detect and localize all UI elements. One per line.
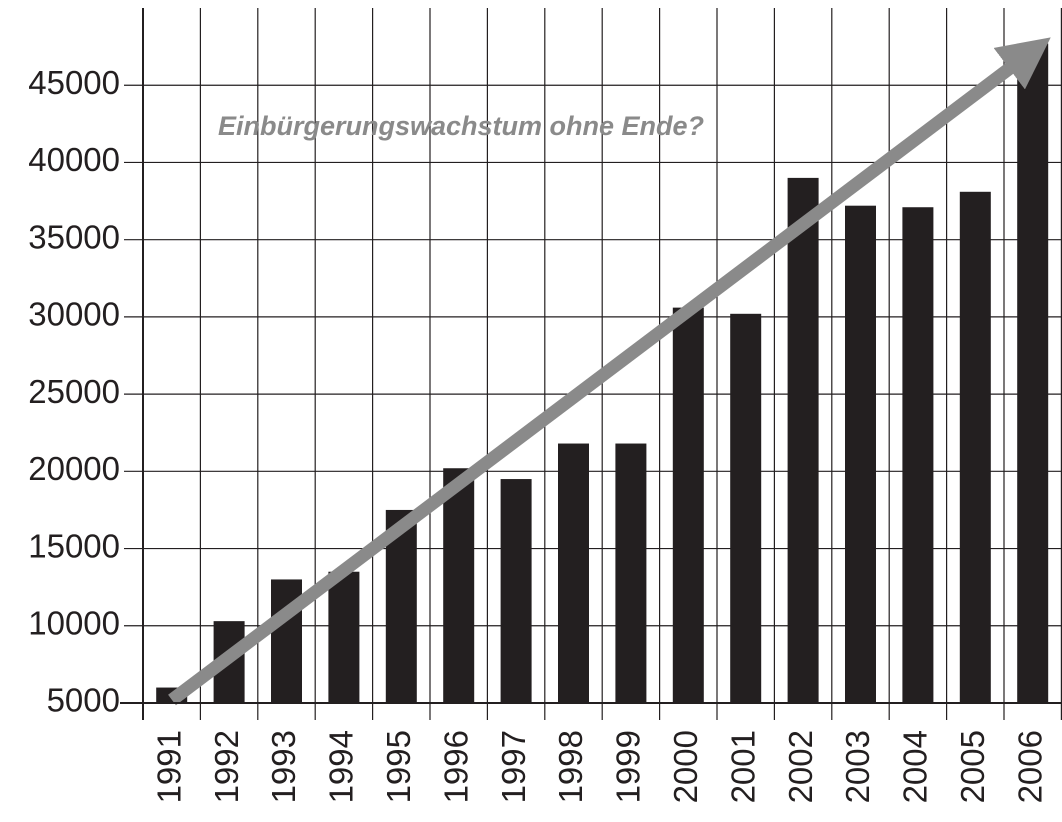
- x-tick-label: 2000: [667, 730, 704, 803]
- y-tick-label: 30000: [28, 296, 120, 333]
- x-tick-label: 1999: [610, 730, 647, 803]
- x-tick-label: 1995: [380, 730, 417, 803]
- x-tick-label: 1991: [150, 730, 187, 803]
- bar: [672, 307, 704, 703]
- y-tick-label: 35000: [28, 218, 120, 255]
- y-tick-label: 45000: [28, 64, 120, 101]
- y-tick-label: 40000: [28, 141, 120, 178]
- annotation: Einbürgerungswachstum ohne Ende?: [218, 111, 704, 141]
- bar: [328, 571, 360, 703]
- bar: [558, 443, 589, 703]
- bar: [730, 313, 762, 703]
- x-tick-label: 2004: [897, 730, 934, 803]
- x-tick-label: 1998: [552, 730, 589, 803]
- x-tick-label: 1992: [208, 730, 245, 803]
- bar: [959, 191, 991, 704]
- bar: [787, 177, 819, 703]
- plot-area: 5000 10000 15000 20000 25000 30000 35000 40000 4…: [28, 8, 1062, 803]
- bar: [443, 468, 475, 703]
- y-tick-label: 25000: [28, 373, 120, 410]
- x-tick-label: 1994: [323, 730, 360, 803]
- x-tick-label: 2003: [839, 730, 876, 803]
- x-tick-label: 2006: [1011, 730, 1048, 803]
- trend-arrow: [168, 37, 1051, 706]
- y-tick-label: 15000: [28, 527, 120, 564]
- bar: [500, 479, 532, 703]
- x-tick-label: 2005: [954, 730, 991, 803]
- y-tick-label: 20000: [28, 450, 120, 487]
- x-tick-label: 2002: [782, 730, 819, 803]
- y-tick-label: 5000: [47, 682, 120, 719]
- y-tick-label: 10000: [28, 604, 120, 641]
- x-tick-label: 1997: [495, 730, 532, 803]
- bar: [615, 443, 647, 703]
- bar: [845, 205, 876, 703]
- x-tick-label: 1993: [265, 730, 302, 803]
- x-tick-label: 1996: [437, 730, 474, 803]
- x-tick-label: 2001: [724, 730, 761, 803]
- bar: [1017, 43, 1049, 704]
- bar: [902, 207, 934, 703]
